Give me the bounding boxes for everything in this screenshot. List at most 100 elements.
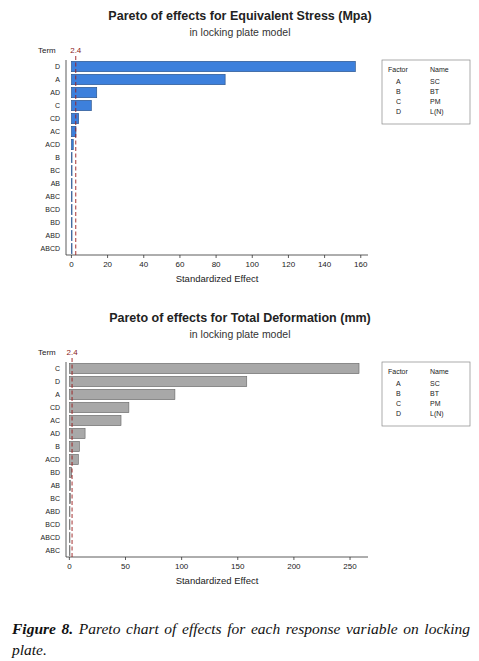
title: Pareto of effects for Total Deformation … <box>109 311 371 325</box>
bar <box>71 204 73 214</box>
x-tick <box>252 255 253 258</box>
category-label: C <box>55 102 60 109</box>
bar <box>71 230 73 240</box>
x-tick-label: 150 <box>231 562 245 571</box>
x-tick <box>143 255 144 258</box>
bars <box>69 363 359 555</box>
category-label: CD <box>50 115 60 122</box>
category-label: ACD <box>45 141 60 148</box>
legend-cell: C <box>396 400 401 407</box>
bar <box>69 454 78 464</box>
subtitle: in locking plate model <box>190 26 291 38</box>
x-tick <box>107 255 108 258</box>
subtitle: in locking plate model <box>190 328 291 340</box>
x-tick <box>237 557 238 560</box>
x-axis <box>66 255 368 256</box>
x-tick <box>293 557 294 560</box>
caption-text: Pareto chart of effects for each respons… <box>12 620 470 658</box>
x-tick <box>181 557 182 560</box>
category-label: ABCD <box>41 245 60 252</box>
bar <box>69 519 71 529</box>
bar <box>69 506 71 516</box>
bar <box>71 87 96 97</box>
x-tick <box>288 255 289 258</box>
legend-cell: C <box>396 98 401 105</box>
bars <box>71 61 355 253</box>
legend-box <box>382 60 470 124</box>
x-tick-label: 100 <box>175 562 189 571</box>
x-tick <box>69 557 70 560</box>
bar <box>71 152 73 162</box>
bar <box>71 61 355 71</box>
bar <box>69 532 71 542</box>
bar <box>69 441 79 451</box>
reference-label: 2.4 <box>66 348 78 357</box>
y-axis-label: Term <box>38 348 56 357</box>
y-axis <box>66 60 67 255</box>
category-label: D <box>55 63 60 70</box>
x-tick <box>71 255 72 258</box>
caption-label: Figure 8. <box>12 620 73 637</box>
category-label: ABC <box>46 193 60 200</box>
category-label: AC <box>50 128 60 135</box>
x-axis <box>66 557 368 558</box>
category-label: BCD <box>45 206 60 213</box>
y-axis-label: Term <box>38 46 56 55</box>
category-label: BD <box>50 469 60 476</box>
x-tick-label: 200 <box>287 562 301 571</box>
x-tick-label: 100 <box>246 260 260 269</box>
x-tick <box>179 255 180 258</box>
x-tick-label: 20 <box>103 260 112 269</box>
bar <box>69 415 121 425</box>
legend-cell: L(N) <box>430 410 444 418</box>
legend-cell: L(N) <box>430 108 444 116</box>
legend-header: Factor <box>388 368 409 375</box>
category-label: ABD <box>46 508 60 515</box>
x-tick-label: 80 <box>212 260 221 269</box>
legend-cell: D <box>396 410 401 417</box>
bar <box>71 126 76 136</box>
bar <box>71 74 225 84</box>
category-label: ABC <box>46 547 60 554</box>
bar <box>71 113 78 123</box>
chart: Pareto of effects for Equivalent Stress … <box>38 9 470 284</box>
x-tick-label: 60 <box>175 260 184 269</box>
bar <box>71 217 73 227</box>
category-label: A <box>55 391 60 398</box>
legend-cell: BT <box>430 390 440 397</box>
x-tick <box>216 255 217 258</box>
category-label: BC <box>50 495 60 502</box>
legend-cell: SC <box>430 380 440 387</box>
bar <box>71 191 73 201</box>
bar <box>69 467 71 477</box>
category-label: ACD <box>45 456 60 463</box>
title: Pareto of effects for Equivalent Stress … <box>108 9 371 23</box>
category-label: CD <box>50 404 60 411</box>
category-label: B <box>55 154 60 161</box>
bar <box>69 389 175 399</box>
legend-cell: PM <box>430 400 441 407</box>
bar <box>69 545 71 555</box>
legend-cell: A <box>396 78 401 85</box>
legend-cell: D <box>396 108 401 115</box>
reference-line <box>72 358 73 557</box>
bar <box>71 243 73 253</box>
x-tick-label: 0 <box>69 260 74 269</box>
category-label: AC <box>50 417 60 424</box>
legend-header: Name <box>430 66 449 73</box>
x-tick-label: 140 <box>318 260 332 269</box>
reference-line <box>75 56 76 255</box>
legend-cell: B <box>396 88 401 95</box>
bar <box>71 139 73 149</box>
category-label: AB <box>51 482 61 489</box>
x-tick <box>350 557 351 560</box>
category-label: BD <box>50 219 60 226</box>
x-tick-label: 0 <box>67 562 72 571</box>
bar <box>69 363 359 373</box>
x-axis-label: Standardized Effect <box>176 273 259 284</box>
bar <box>71 100 91 110</box>
reference-label: 2.4 <box>70 46 82 55</box>
chart: Pareto of effects for Total Deformation … <box>38 311 470 586</box>
legend-box <box>382 362 470 426</box>
bar <box>69 480 70 490</box>
